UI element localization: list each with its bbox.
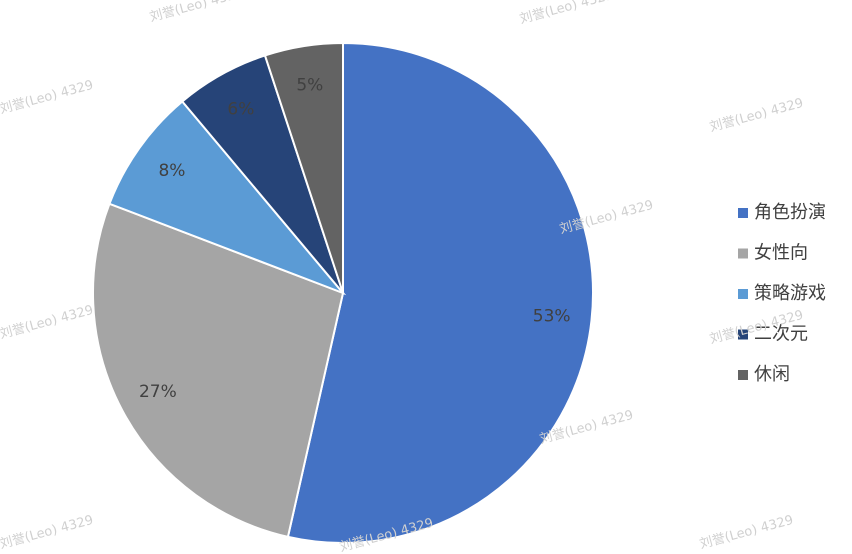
watermark: 刘誉(Leo) 4329 xyxy=(0,78,95,117)
watermark: 刘誉(Leo) 4329 xyxy=(0,303,95,342)
legend-label: 角色扮演 xyxy=(754,202,826,223)
watermark: 刘誉(Leo) 4329 xyxy=(0,513,95,552)
legend-swatch xyxy=(738,208,748,218)
legend-label: 策略游戏 xyxy=(754,283,826,304)
legend-swatch xyxy=(738,248,748,259)
pie-slice xyxy=(263,41,344,294)
value-label: 53% xyxy=(533,306,571,326)
legend-label: 女性向 xyxy=(754,243,808,264)
legend-swatch xyxy=(738,370,748,380)
legend-label: 休闲 xyxy=(754,364,790,385)
value-label: 5% xyxy=(296,76,323,96)
watermark: 刘誉(Leo) 4329 xyxy=(518,0,615,27)
watermark: 刘誉(Leo) 4329 xyxy=(708,96,805,135)
value-label: 8% xyxy=(158,161,185,181)
legend-swatch xyxy=(738,289,748,299)
value-label: 27% xyxy=(139,382,177,402)
pie-slice xyxy=(286,41,594,544)
pie-slice xyxy=(108,100,347,296)
value-label: 6% xyxy=(227,99,254,119)
watermark: 刘誉(Leo) 4329 xyxy=(698,513,795,552)
legend-label: 二次元 xyxy=(754,324,808,345)
pie-slice xyxy=(92,202,345,539)
legend-swatch xyxy=(738,329,748,340)
watermark: 刘誉(Leo) 4329 xyxy=(148,0,245,25)
